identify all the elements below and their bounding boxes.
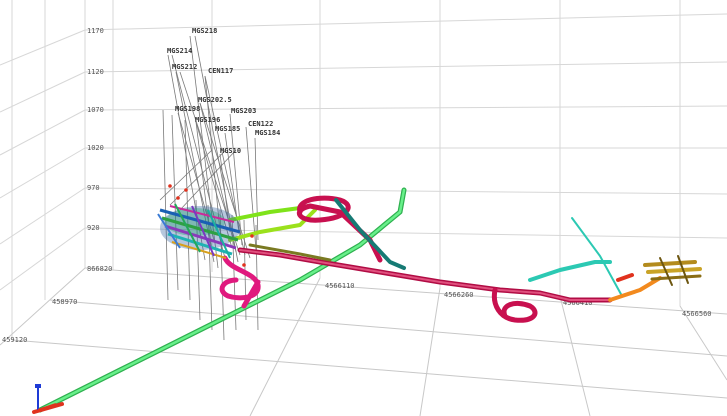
upper-spiral <box>296 195 383 263</box>
easting-label: 4566560 <box>682 310 712 318</box>
cyan-spur <box>571 217 623 297</box>
teal-drive <box>334 198 406 270</box>
elevation-labels: 1170 1120 1070 1020 970 920 866820 <box>87 27 112 273</box>
drillhole-label: MGS218 <box>192 27 217 35</box>
gold-stope-bars[interactable] <box>643 255 702 286</box>
elevation-label: 1020 <box>87 144 104 152</box>
drillhole-label: MGS185 <box>215 125 240 133</box>
drillhole-label: MGS214 <box>167 47 192 55</box>
easting-label: 4566260 <box>444 291 474 299</box>
drillhole-label: MGS198 <box>175 105 200 113</box>
axis-triad-icon <box>35 384 57 411</box>
elevation-label: 1120 <box>87 68 104 76</box>
olive-drive <box>248 243 332 262</box>
drillhole-label: CEN122 <box>248 120 273 128</box>
back-wall-grid <box>84 0 727 306</box>
cyan-drive <box>528 260 612 282</box>
drillhole-label: MGS203 <box>231 107 256 115</box>
elevation-label: 866820 <box>87 265 112 273</box>
drillhole-label: MGS202.5 <box>198 96 232 104</box>
main-ramp-highlight <box>38 188 406 412</box>
drillhole-label: MGS196 <box>195 116 220 124</box>
elevation-label: 1170 <box>87 27 104 35</box>
drillhole-label: CEN117 <box>208 67 233 75</box>
drillhole-labels: MGS218 MGS214 MGS212 CEN117 MGS202.5 MGS… <box>167 27 280 155</box>
drillhole-label: MGS10 <box>220 147 241 155</box>
orange-drive <box>608 276 662 302</box>
easting-label: 4566410 <box>563 299 593 307</box>
northing-label: 459120 <box>2 336 27 344</box>
elevation-label: 920 <box>87 224 100 232</box>
pink-loop <box>219 255 261 309</box>
coordinate-labels: 4566110 4566260 4566410 4566560 458970 4… <box>2 282 712 344</box>
elevation-label: 1070 <box>87 106 104 114</box>
upper-green-drive <box>228 206 302 222</box>
drillhole-fan[interactable] <box>159 35 259 341</box>
drillhole-label: MGS184 <box>255 129 280 137</box>
floor-grid <box>0 267 727 416</box>
elevation-label: 970 <box>87 184 100 192</box>
drillhole-label: MGS212 <box>172 63 197 71</box>
northing-label: 458970 <box>52 298 77 306</box>
drillhole-cluster[interactable] <box>157 184 254 267</box>
easting-label: 4566110 <box>325 282 355 290</box>
red-stub <box>616 273 634 282</box>
lower-spiral <box>491 287 538 323</box>
main-decline-highlight <box>239 249 611 301</box>
tunnel-network[interactable] <box>32 187 702 414</box>
left-wall-grid <box>0 0 86 340</box>
